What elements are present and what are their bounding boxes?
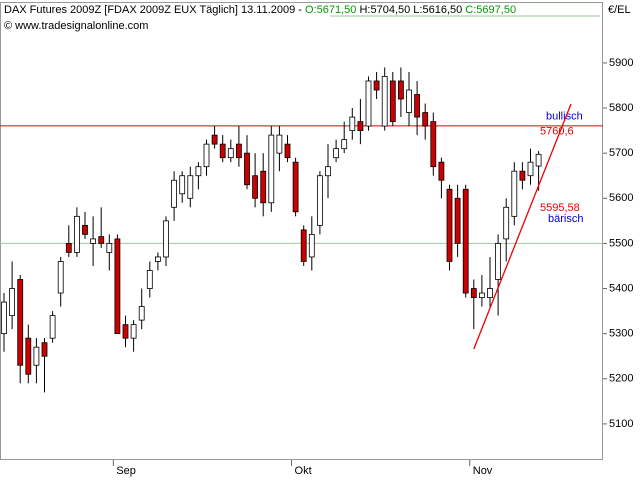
candle-body (438, 161, 445, 181)
candle-body (397, 80, 404, 100)
y-tick-label: 5100 (609, 418, 633, 430)
candle-body (33, 346, 40, 366)
y-tick-label: 5600 (609, 192, 633, 204)
candle-body (260, 170, 267, 204)
candle-body (41, 342, 48, 357)
candle-body (357, 121, 364, 132)
candle-body (503, 206, 510, 240)
candle-body (365, 80, 372, 127)
candle-body (138, 306, 145, 321)
candle-body (106, 243, 113, 253)
x-tick-label: Sep (116, 465, 136, 477)
candle-body (187, 175, 194, 199)
candle-body (325, 166, 331, 177)
trendline-label: 5595,58 (540, 202, 580, 214)
candle-body (316, 175, 323, 226)
candle-body (74, 215, 80, 253)
trendline (473, 103, 572, 350)
candle-body (57, 261, 64, 294)
candle-body (179, 175, 186, 195)
y-tick-label: 5300 (609, 328, 633, 340)
x-tick-label: Nov (473, 465, 493, 477)
candle-body (252, 175, 259, 199)
candle-body (308, 233, 315, 258)
candle-body (9, 288, 16, 317)
candle-body (446, 188, 453, 262)
y-tick-label: 5800 (609, 102, 633, 114)
candle-body (268, 134, 275, 204)
candle-body (381, 76, 388, 127)
candle-body (406, 89, 412, 113)
candle-body (414, 94, 421, 118)
candle-body (470, 288, 477, 298)
candle-body (373, 80, 380, 91)
candle-body (454, 197, 461, 244)
chart-title: DAX Futures 2009Z [FDAX 2009Z EUX Täglic… (4, 4, 516, 16)
candle-body (65, 243, 72, 253)
candle-body (146, 270, 153, 289)
title-low: L:5616,50 (413, 4, 462, 16)
candle-body (487, 288, 493, 298)
y-tick-label: 5900 (609, 57, 633, 69)
candle-body (527, 161, 534, 177)
candle-body (300, 229, 307, 262)
candle-body (219, 143, 226, 159)
candle-body (90, 238, 96, 244)
candle-body (227, 148, 234, 159)
candle-body (130, 324, 137, 339)
candle-body (25, 337, 32, 375)
level-label: 5760,6 (540, 126, 574, 138)
candle-body (478, 292, 485, 298)
candle-body (195, 166, 202, 177)
level-signal: bullisch (546, 111, 583, 123)
candle-body (535, 153, 542, 167)
candle-body (154, 256, 161, 262)
candle-body (333, 148, 340, 159)
candle-body (163, 220, 169, 258)
candle-body (211, 134, 218, 145)
y-tick-label: 5700 (609, 147, 633, 159)
candle-body (17, 279, 24, 366)
title-high: H:5704,50 (359, 4, 410, 16)
candle-body (284, 143, 291, 159)
subtitle: © www.tradesignalonline.com (4, 20, 148, 32)
candle-body (122, 324, 129, 339)
candle-body (171, 179, 178, 208)
y-axis-label: €/EL (608, 4, 631, 16)
candle-body (495, 243, 502, 280)
candle-body (430, 121, 437, 168)
candle-body (341, 139, 348, 150)
candle-body (422, 112, 429, 127)
title-text: DAX Futures 2009Z [FDAX 2009Z EUX Täglic… (4, 4, 305, 16)
title-open: O:5671,50 (305, 4, 356, 16)
x-tick-label: Okt (295, 465, 312, 477)
y-tick-label: 5500 (609, 237, 633, 249)
candle-body (462, 188, 469, 294)
trendline-signal: bärisch (548, 213, 583, 225)
candle-body (114, 238, 121, 335)
candle-body (244, 152, 250, 186)
candle-body (203, 143, 210, 168)
candle-body (82, 224, 88, 235)
candle-body (98, 236, 105, 244)
candle-body (235, 143, 242, 159)
candle-body (349, 116, 356, 132)
candle-body (511, 170, 518, 217)
y-tick-label: 5400 (609, 282, 633, 294)
candle-body (519, 170, 526, 181)
candle-body (1, 301, 7, 335)
y-tick-label: 5200 (609, 373, 633, 385)
candle-body (389, 80, 396, 122)
title-close: C:5697,50 (465, 4, 516, 16)
candle-body (276, 134, 283, 154)
candle-body (292, 161, 299, 213)
candle-body (49, 315, 56, 339)
